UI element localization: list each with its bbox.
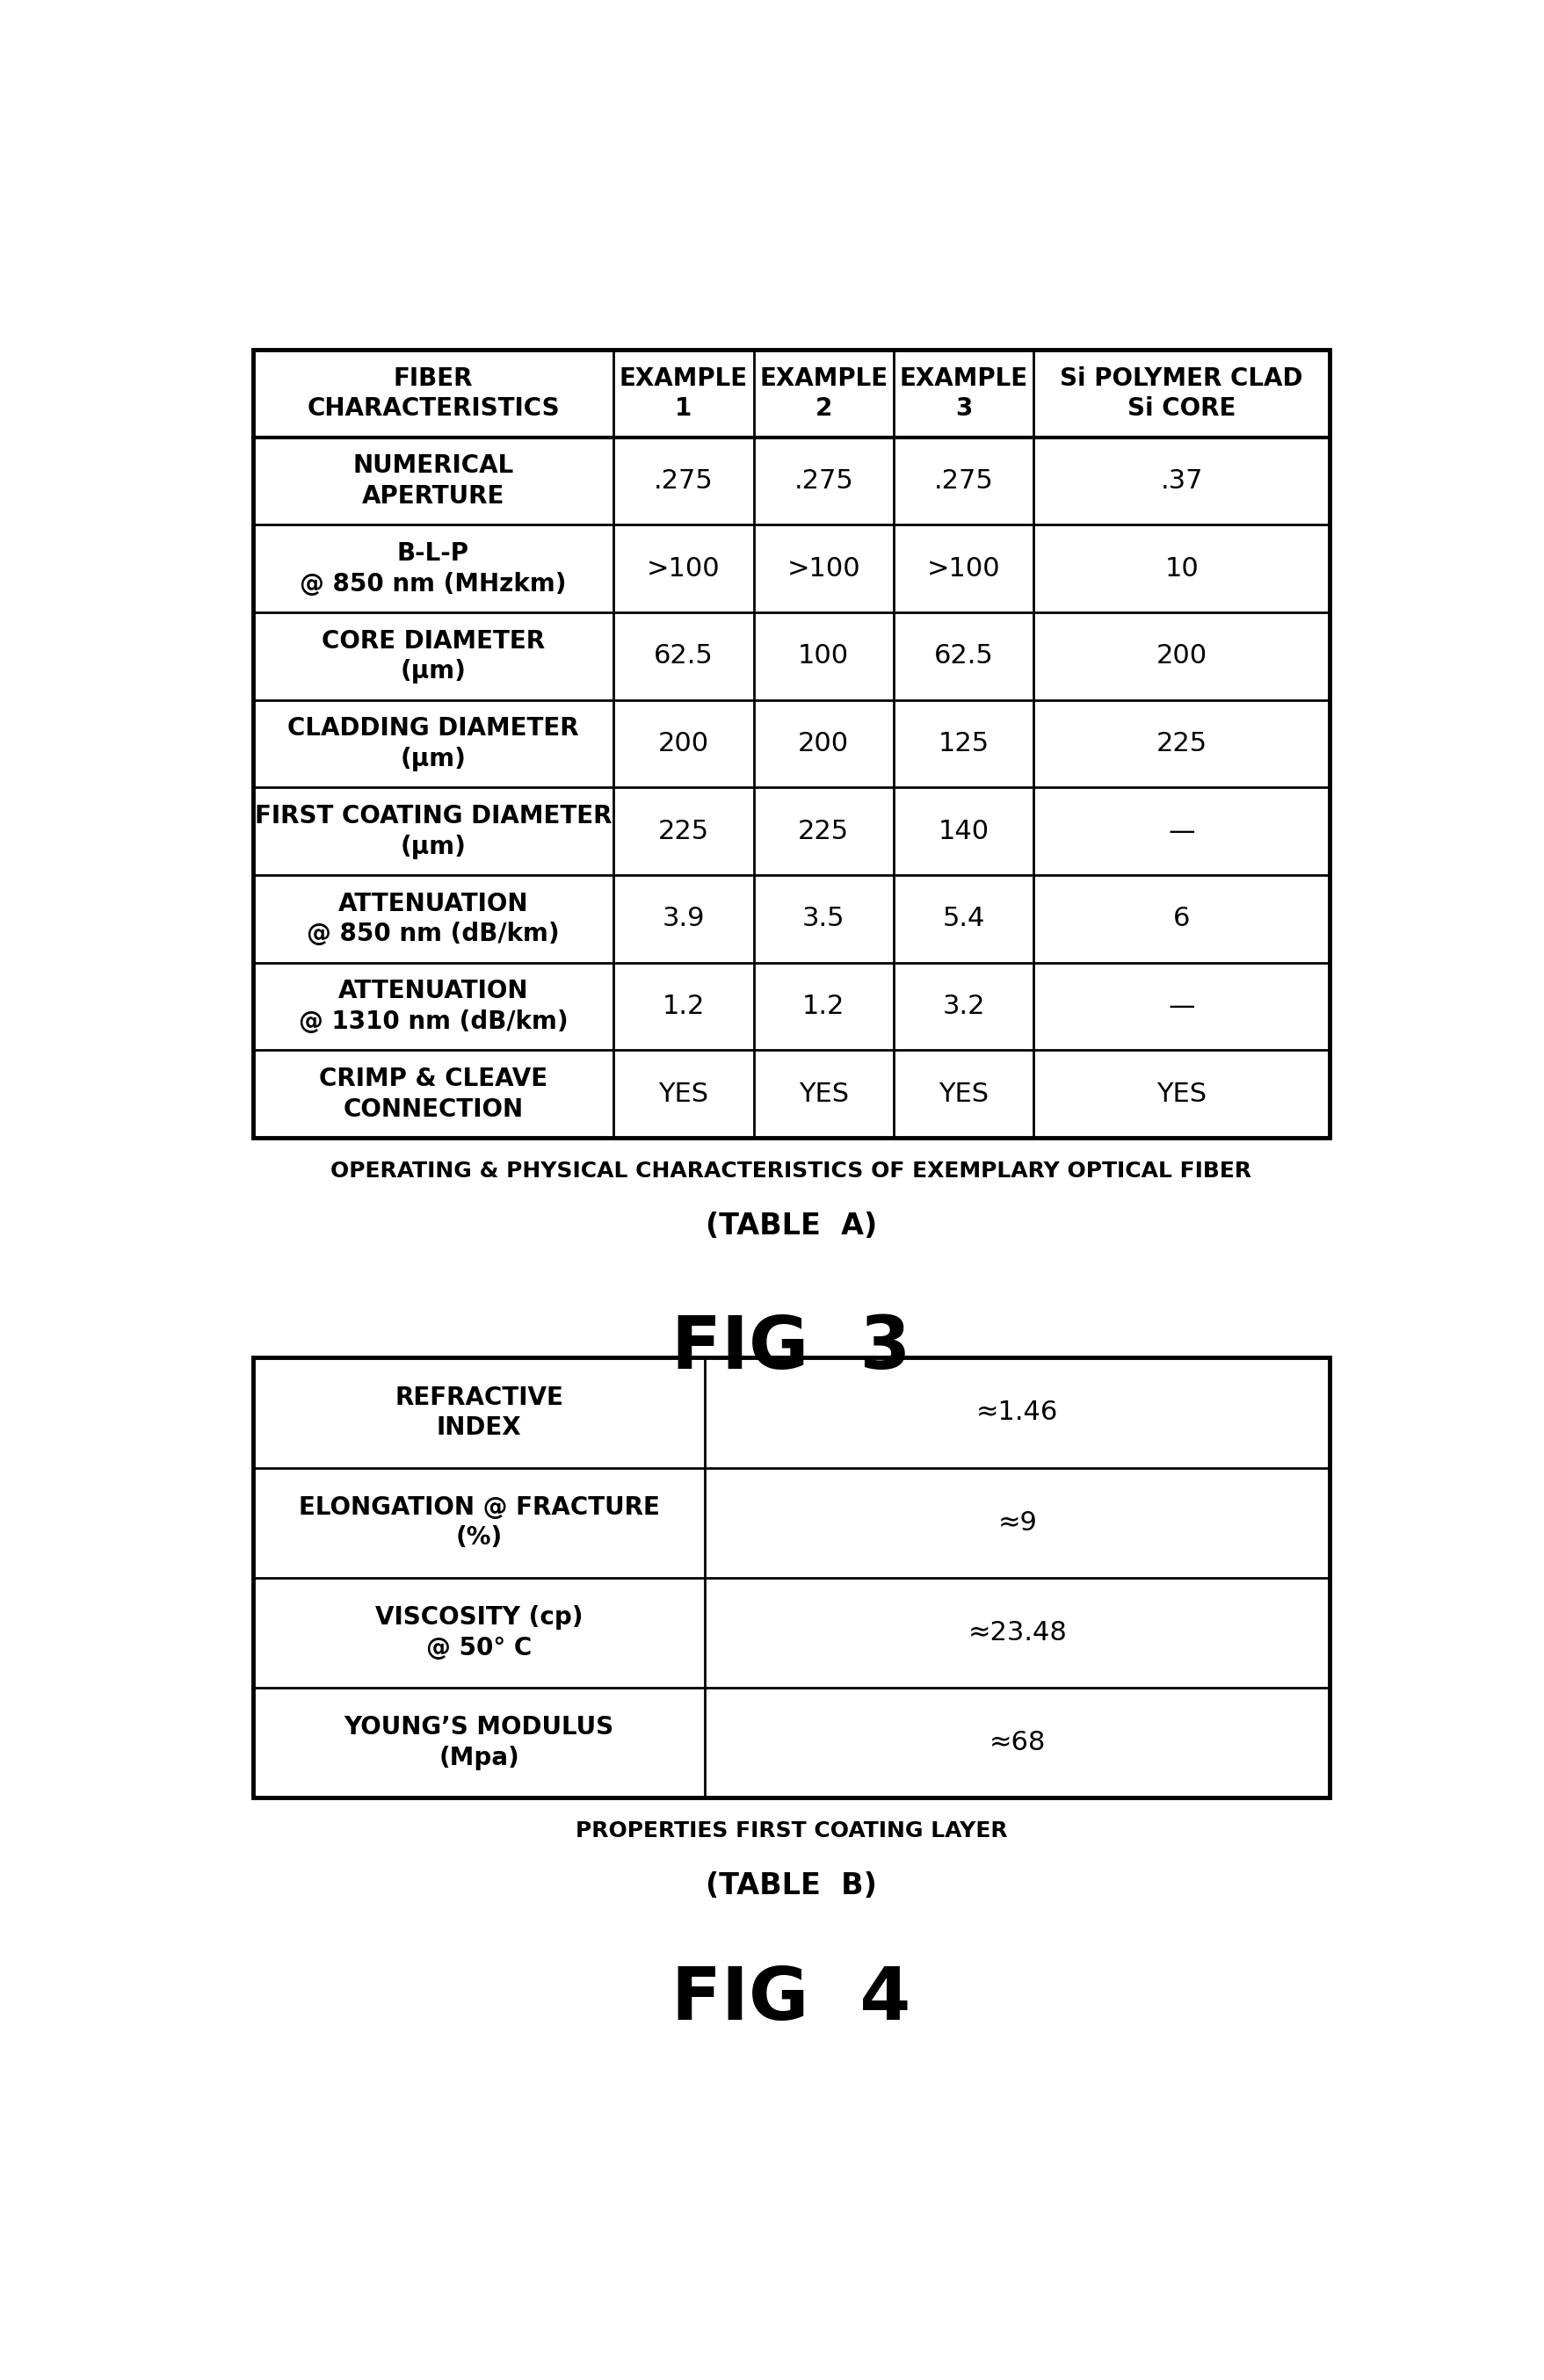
Text: B-L-P
@ 850 nm (MHzkm): B-L-P @ 850 nm (MHzkm) — [300, 540, 567, 595]
Text: 5.4: 5.4 — [942, 907, 985, 931]
Text: 62.5: 62.5 — [934, 643, 993, 669]
Text: 3.5: 3.5 — [803, 907, 845, 931]
Text: ATTENUATION
@ 850 nm (dB/km): ATTENUATION @ 850 nm (dB/km) — [307, 892, 559, 947]
Text: FIRST COATING DIAMETER
(μm): FIRST COATING DIAMETER (μm) — [255, 804, 611, 859]
Text: ELONGATION @ FRACTURE
(%): ELONGATION @ FRACTURE (%) — [298, 1495, 659, 1549]
Text: EXAMPLE
1: EXAMPLE 1 — [619, 367, 747, 421]
Text: —: — — [1169, 995, 1195, 1019]
Text: PROPERTIES FIRST COATING LAYER: PROPERTIES FIRST COATING LAYER — [576, 1821, 1007, 1842]
Text: .275: .275 — [653, 469, 713, 493]
Text: FIG  4: FIG 4 — [672, 1963, 911, 2035]
Text: (TABLE  A): (TABLE A) — [706, 1211, 877, 1240]
Text: 6: 6 — [1173, 907, 1190, 931]
Text: EXAMPLE
3: EXAMPLE 3 — [900, 367, 1028, 421]
Text: 225: 225 — [798, 819, 849, 845]
Text: (TABLE  B): (TABLE B) — [706, 1871, 877, 1899]
Text: Si POLYMER CLAD
Si CORE: Si POLYMER CLAD Si CORE — [1061, 367, 1303, 421]
Text: .37: .37 — [1161, 469, 1203, 493]
Text: .275: .275 — [794, 469, 854, 493]
Bar — [253, 350, 1329, 1138]
Text: EXAMPLE
2: EXAMPLE 2 — [760, 367, 888, 421]
Text: YES: YES — [798, 1081, 849, 1107]
Text: 125: 125 — [939, 731, 990, 757]
Text: 200: 200 — [798, 731, 849, 757]
Text: 10: 10 — [1164, 557, 1198, 581]
Text: ≈9: ≈9 — [997, 1509, 1038, 1535]
Text: >100: >100 — [647, 557, 721, 581]
Text: 3.9: 3.9 — [662, 907, 706, 931]
Text: ≈68: ≈68 — [990, 1730, 1045, 1756]
Text: FIBER
CHARACTERISTICS: FIBER CHARACTERISTICS — [307, 367, 559, 421]
Text: YOUNG’S MODULUS
(Mpa): YOUNG’S MODULUS (Mpa) — [344, 1716, 615, 1771]
Text: YES: YES — [939, 1081, 988, 1107]
Text: 200: 200 — [1156, 643, 1207, 669]
Text: YES: YES — [1156, 1081, 1207, 1107]
Text: CRIMP & CLEAVE
CONNECTION: CRIMP & CLEAVE CONNECTION — [320, 1066, 548, 1121]
Text: 100: 100 — [798, 643, 849, 669]
Text: .275: .275 — [934, 469, 993, 493]
Text: 3.2: 3.2 — [942, 995, 985, 1019]
Text: 1.2: 1.2 — [803, 995, 845, 1019]
Text: 225: 225 — [1156, 731, 1207, 757]
Text: >100: >100 — [787, 557, 860, 581]
Text: ATTENUATION
@ 1310 nm (dB/km): ATTENUATION @ 1310 nm (dB/km) — [298, 978, 568, 1033]
Text: 140: 140 — [939, 819, 990, 845]
Text: 200: 200 — [658, 731, 709, 757]
Text: REFRACTIVE
INDEX: REFRACTIVE INDEX — [395, 1385, 564, 1440]
Text: OPERATING & PHYSICAL CHARACTERISTICS OF EXEMPLARY OPTICAL FIBER: OPERATING & PHYSICAL CHARACTERISTICS OF … — [330, 1159, 1252, 1180]
Text: CLADDING DIAMETER
(μm): CLADDING DIAMETER (μm) — [287, 716, 579, 771]
Text: >100: >100 — [926, 557, 1001, 581]
Text: FIG  3: FIG 3 — [672, 1314, 911, 1385]
Text: —: — — [1169, 819, 1195, 845]
Text: YES: YES — [658, 1081, 709, 1107]
Bar — [253, 1357, 1329, 1797]
Text: NUMERICAL
APERTURE: NUMERICAL APERTURE — [352, 455, 514, 509]
Text: VISCOSITY (cp)
@ 50° C: VISCOSITY (cp) @ 50° C — [375, 1604, 584, 1661]
Text: 225: 225 — [658, 819, 709, 845]
Text: 1.2: 1.2 — [662, 995, 706, 1019]
Text: ≈23.48: ≈23.48 — [968, 1621, 1067, 1645]
Text: ≈1.46: ≈1.46 — [976, 1399, 1059, 1426]
Text: 62.5: 62.5 — [653, 643, 713, 669]
Text: CORE DIAMETER
(μm): CORE DIAMETER (μm) — [321, 628, 545, 683]
